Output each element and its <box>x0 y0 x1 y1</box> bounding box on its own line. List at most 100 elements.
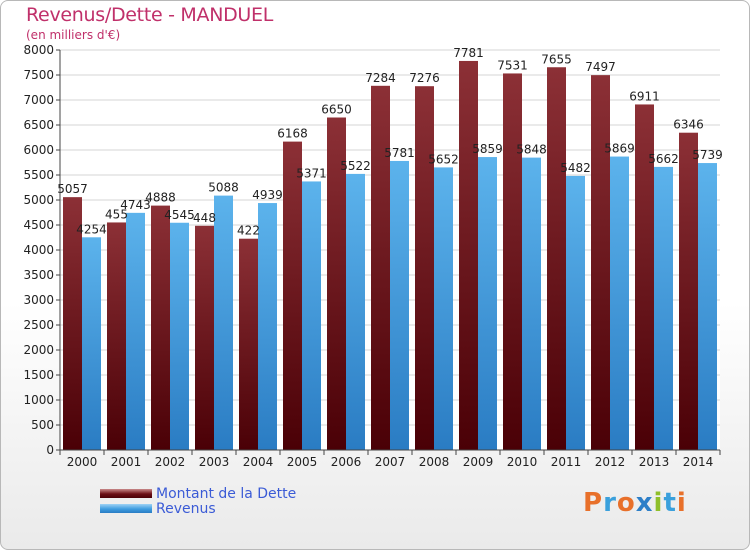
data-label-dette: 7655 <box>541 52 572 66</box>
bar-dette <box>591 75 610 451</box>
x-tick-label: 2011 <box>551 455 582 469</box>
x-tick-label: 2005 <box>287 455 318 469</box>
y-tick-label: 8000 <box>23 43 54 57</box>
data-label-dette: 7497 <box>585 60 616 74</box>
bar-dette <box>459 60 478 450</box>
bar-dette <box>679 132 698 450</box>
y-tick-label: 1000 <box>23 393 54 407</box>
y-tick-label: 2500 <box>23 318 54 332</box>
legend-swatch-dette <box>100 489 152 498</box>
x-tick-label: 2013 <box>639 455 670 469</box>
data-label-revenus: 5859 <box>472 142 503 156</box>
data-label-dette: 7781 <box>453 46 484 60</box>
y-tick-label: 5500 <box>23 168 54 182</box>
bar-revenus <box>390 160 409 450</box>
bar-dette <box>503 73 522 450</box>
bar-dette <box>151 205 170 450</box>
bar-revenus <box>522 157 541 450</box>
data-label-revenus: 5848 <box>516 143 547 157</box>
legend-item-revenus: Revenus <box>100 500 296 517</box>
data-label-revenus: 5482 <box>560 161 591 175</box>
data-label-revenus: 5662 <box>648 152 679 166</box>
logo-letter: P <box>583 488 604 518</box>
data-label-dette: 455 <box>105 207 128 221</box>
bar-dette <box>415 86 434 450</box>
data-label-dette: 7284 <box>365 71 396 85</box>
data-label-revenus: 5781 <box>384 146 415 160</box>
x-tick-label: 2007 <box>375 455 406 469</box>
bar-dette <box>327 117 346 450</box>
y-tick-label: 7500 <box>23 68 54 82</box>
bar-dette <box>63 197 82 450</box>
data-label-revenus: 4545 <box>164 208 195 222</box>
x-tick-label: 2008 <box>419 455 450 469</box>
y-tick-label: 5000 <box>23 193 54 207</box>
y-tick-label: 6000 <box>23 143 54 157</box>
data-label-dette: 6168 <box>277 127 308 141</box>
bar-revenus <box>82 237 101 450</box>
legend-item-dette: Montant de la Dette <box>100 485 297 502</box>
bar-dette <box>635 104 654 450</box>
legend-label-dette: Montant de la Dette <box>156 485 297 502</box>
y-tick-label: 3000 <box>23 293 54 307</box>
bar-dette <box>371 85 390 451</box>
x-tick-label: 2001 <box>111 455 142 469</box>
data-label-revenus: 4939 <box>252 188 283 202</box>
data-label-dette: 6911 <box>629 89 660 103</box>
bar-revenus <box>698 163 717 451</box>
bar-revenus <box>126 212 145 450</box>
y-tick-label: 3500 <box>23 268 54 282</box>
bar-revenus <box>346 173 365 450</box>
y-tick-label: 7000 <box>23 93 54 107</box>
data-label-revenus: 5522 <box>340 159 371 173</box>
bar-revenus <box>214 195 233 450</box>
logo-letter: i <box>653 488 664 518</box>
bar-revenus <box>610 156 629 451</box>
proxiti-logo: Proxiti <box>583 488 687 518</box>
legend: Montant de la Dette Revenus <box>100 485 297 517</box>
x-tick-label: 2002 <box>155 455 186 469</box>
x-tick-label: 2014 <box>683 455 714 469</box>
bar-dette <box>283 141 302 450</box>
data-label-revenus: 5869 <box>604 142 635 156</box>
logo-letter: x <box>635 488 654 518</box>
bar-dette <box>547 67 566 450</box>
logo-letter: r <box>603 488 617 518</box>
logo-letter: o <box>616 488 636 518</box>
bar-revenus <box>170 222 189 450</box>
logo-letter: t <box>663 488 677 518</box>
data-label-revenus: 5739 <box>692 148 723 162</box>
data-label-revenus: 4743 <box>120 198 151 212</box>
x-tick-label: 2006 <box>331 455 362 469</box>
y-tick-label: 500 <box>31 418 54 432</box>
legend-swatch-revenus <box>100 504 152 513</box>
data-label-dette: 7531 <box>497 58 528 72</box>
data-label-dette: 7276 <box>409 71 440 85</box>
y-tick-label: 2000 <box>23 343 54 357</box>
bar-revenus <box>566 175 585 450</box>
y-tick-label: 1500 <box>23 368 54 382</box>
y-tick-label: 4000 <box>23 243 54 257</box>
bar-dette <box>239 238 258 450</box>
bar-revenus <box>654 166 673 450</box>
x-tick-label: 2000 <box>67 455 98 469</box>
data-label-dette: 422 <box>237 224 260 238</box>
legend-label-revenus: Revenus <box>156 500 216 517</box>
x-tick-label: 2003 <box>199 455 230 469</box>
y-tick-label: 6500 <box>23 118 54 132</box>
bars-layer <box>63 60 717 451</box>
bar-revenus <box>434 167 453 450</box>
data-label-revenus: 5371 <box>296 166 327 180</box>
chart-subtitle: (en milliers d'€) <box>26 28 121 42</box>
bar-dette <box>195 225 214 450</box>
data-label-dette: 6650 <box>321 103 352 117</box>
data-label-revenus: 4254 <box>76 222 107 236</box>
bar-revenus <box>302 181 321 450</box>
x-tick-label: 2009 <box>463 455 494 469</box>
y-tick-label: 4500 <box>23 218 54 232</box>
x-tick-label: 2004 <box>243 455 274 469</box>
axis-layer: 0 500 1000 1500 2000 2500 3000 3500 4000 4500 5000… <box>23 43 721 469</box>
bar-dette <box>107 222 126 450</box>
data-label-dette: 5057 <box>57 182 88 196</box>
